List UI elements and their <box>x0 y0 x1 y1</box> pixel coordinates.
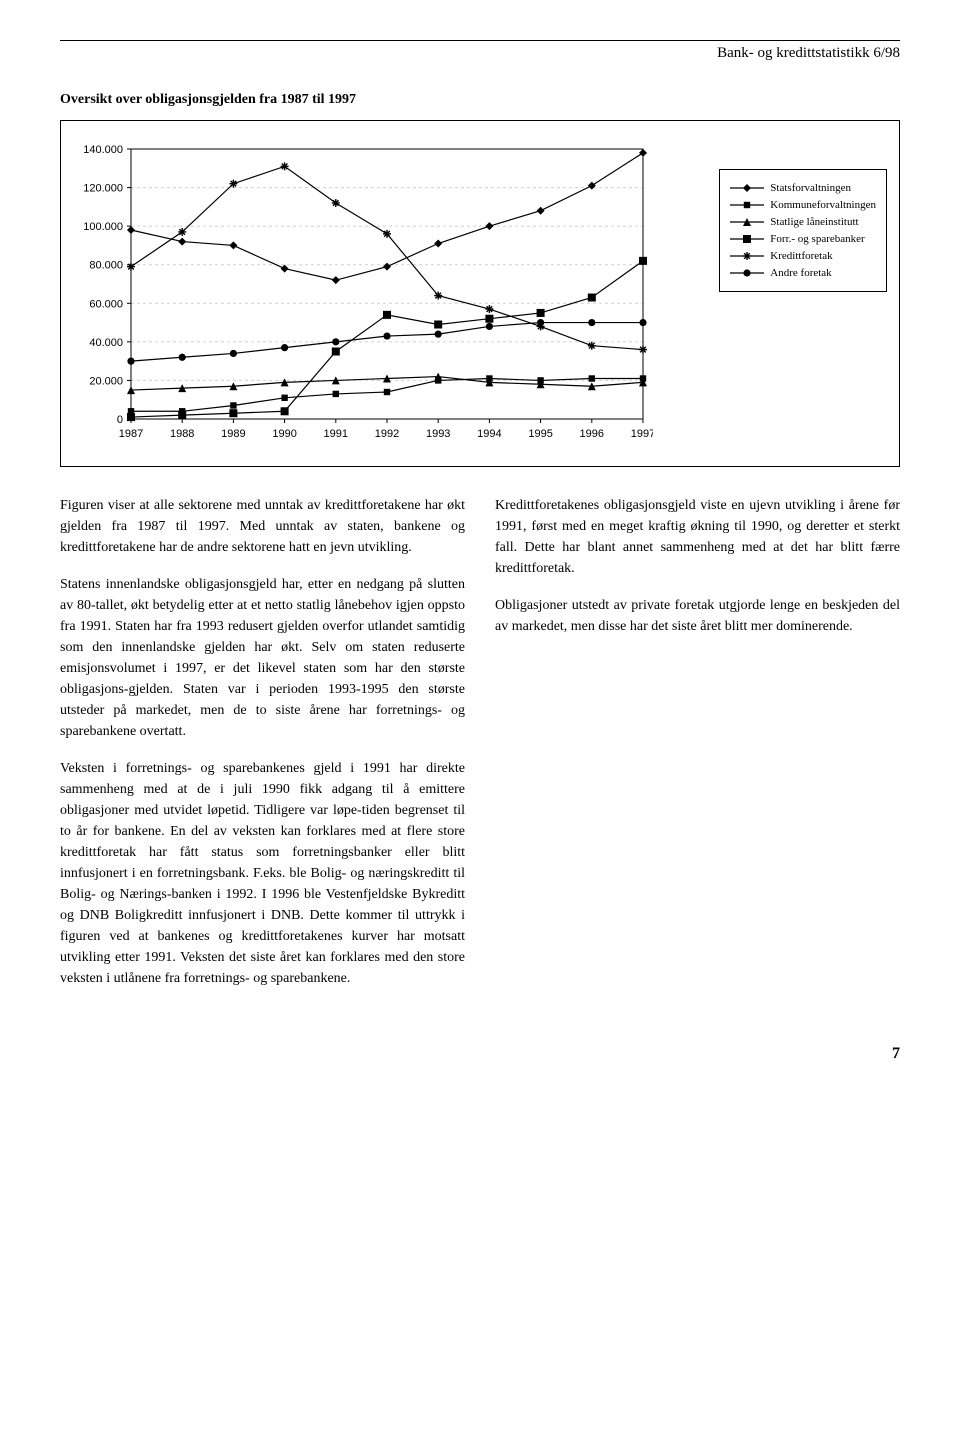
legend-item: Statsforvaltningen <box>730 181 876 195</box>
paragraph: Veksten i forretnings- og sparebankenes … <box>60 758 465 989</box>
legend-marker-icon <box>730 215 764 229</box>
paragraph: Figuren viser at alle sektorene med unnt… <box>60 495 465 558</box>
chart-title: Oversikt over obligasjonsgjelden fra 198… <box>60 92 900 108</box>
svg-text:1996: 1996 <box>580 428 604 440</box>
svg-text:0: 0 <box>117 414 123 426</box>
paragraph: Statens innenlandske obligasjonsgjeld ha… <box>60 574 465 742</box>
legend-item: Kredittforetak <box>730 249 876 263</box>
legend-marker-icon <box>730 232 764 246</box>
svg-text:100.000: 100.000 <box>83 221 123 233</box>
legend-label: Statsforvaltningen <box>770 182 851 194</box>
page-number: 7 <box>60 1045 900 1063</box>
svg-text:1993: 1993 <box>426 428 450 440</box>
legend-item: Andre foretak <box>730 266 876 280</box>
svg-text:1987: 1987 <box>119 428 143 440</box>
svg-text:120.000: 120.000 <box>83 183 123 195</box>
legend-marker-icon <box>730 181 764 195</box>
svg-text:1990: 1990 <box>272 428 296 440</box>
legend-marker-icon <box>730 249 764 263</box>
legend-item: Kommuneforvaltningen <box>730 198 876 212</box>
svg-text:1991: 1991 <box>324 428 348 440</box>
svg-text:1995: 1995 <box>528 428 552 440</box>
chart-plot: 0 20.000 40.000 60.000 80.000 100.000 120.000 1… <box>73 139 709 454</box>
svg-text:40.000: 40.000 <box>89 337 123 349</box>
svg-text:1989: 1989 <box>221 428 245 440</box>
svg-text:1997: 1997 <box>631 428 653 440</box>
legend-marker-icon <box>730 198 764 212</box>
legend-label: Kredittforetak <box>770 250 832 262</box>
svg-text:20.000: 20.000 <box>89 375 123 387</box>
legend-item: Statlige låneinstitutt <box>730 215 876 229</box>
legend-label: Statlige låneinstitutt <box>770 216 858 228</box>
chart-container: 0 20.000 40.000 60.000 80.000 100.000 120.000 1… <box>60 120 900 467</box>
right-column: Kredittforetakenes obligasjonsgjeld vist… <box>495 495 900 1005</box>
chart-legend: Statsforvaltningen Kommuneforvaltningen St… <box>719 169 887 292</box>
header-rule <box>60 40 900 41</box>
svg-text:1988: 1988 <box>170 428 194 440</box>
legend-label: Andre foretak <box>770 267 831 279</box>
legend-marker-icon <box>730 266 764 280</box>
left-column: Figuren viser at alle sektorene med unnt… <box>60 495 465 1005</box>
svg-text:140.000: 140.000 <box>83 144 123 156</box>
legend-label: Kommuneforvaltningen <box>770 199 876 211</box>
paragraph: Kredittforetakenes obligasjonsgjeld vist… <box>495 495 900 579</box>
svg-text:1992: 1992 <box>375 428 399 440</box>
legend-item: Forr.- og sparebanker <box>730 232 876 246</box>
legend-label: Forr.- og sparebanker <box>770 233 864 245</box>
svg-text:60.000: 60.000 <box>89 298 123 310</box>
running-header: Bank- og kredittstatistikk 6/98 <box>60 45 900 62</box>
paragraph: Obligasjoner utstedt av private foretak … <box>495 595 900 637</box>
svg-text:80.000: 80.000 <box>89 260 123 272</box>
svg-text:1994: 1994 <box>477 428 501 440</box>
body-columns: Figuren viser at alle sektorene med unnt… <box>60 495 900 1005</box>
